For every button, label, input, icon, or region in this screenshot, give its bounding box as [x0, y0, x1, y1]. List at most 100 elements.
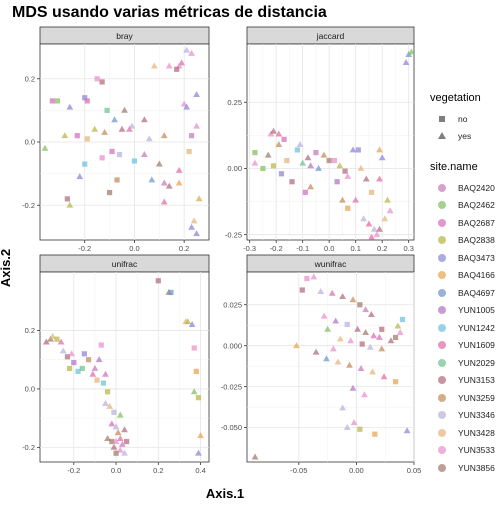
dot-marker-icon	[436, 270, 450, 280]
data-point	[380, 373, 388, 380]
data-point	[74, 133, 80, 139]
data-point	[64, 196, 70, 202]
data-point	[252, 149, 258, 156]
data-point	[109, 438, 115, 445]
legend-item-site: YUN3533	[430, 442, 504, 460]
legend-label: no	[458, 113, 468, 124]
data-point	[195, 195, 203, 202]
legend-item-site: YUN3153	[430, 372, 504, 390]
data-point	[304, 275, 310, 282]
data-point	[91, 364, 99, 371]
legend-label: BAQ4166	[458, 270, 495, 281]
data-point	[357, 302, 363, 308]
y-tick-label: 0.2	[25, 74, 35, 83]
data-point	[332, 317, 340, 324]
x-tick-label: -0.05	[290, 466, 307, 475]
data-point	[396, 329, 404, 336]
legend-item-yes: yes	[430, 128, 504, 146]
x-tick-label: -0.3	[243, 244, 256, 253]
legend-item-site: BAQ2687	[430, 214, 504, 232]
dot-marker-icon	[436, 183, 450, 193]
data-point	[94, 377, 100, 383]
legend-item-site: YUN1005	[430, 302, 504, 320]
legend-item-site: BAQ3473	[430, 249, 504, 267]
y-tick-label: 0.000	[223, 341, 242, 350]
x-tick-label: 0.2	[153, 466, 163, 475]
y-tick-label: 0.00	[227, 164, 242, 173]
data-point	[339, 196, 346, 203]
data-point	[160, 132, 168, 139]
square-marker-icon	[436, 114, 450, 124]
dot-marker-icon	[436, 323, 450, 333]
data-point	[188, 49, 196, 56]
y-axis-title: Axis.2	[0, 249, 13, 287]
data-point	[54, 336, 60, 342]
data-point	[352, 196, 360, 203]
data-point	[82, 95, 88, 101]
legend-item-site: BAQ2838	[430, 232, 504, 250]
legend-label: BAQ2687	[458, 217, 495, 228]
data-point	[339, 292, 346, 299]
data-point	[275, 130, 283, 137]
legend-item-site: YUN3428	[430, 424, 504, 442]
data-point	[193, 90, 200, 97]
data-point	[99, 79, 105, 85]
legend-item-site: YUN3856	[430, 459, 504, 477]
dot-marker-icon	[436, 253, 450, 263]
x-tick-label: -0.2	[67, 466, 80, 475]
data-point	[379, 326, 385, 332]
data-point	[370, 332, 378, 339]
data-point	[281, 136, 287, 142]
data-point	[349, 384, 357, 391]
legend-label: YUN3153	[458, 375, 495, 386]
data-point	[369, 368, 376, 375]
data-point	[307, 162, 315, 169]
data-point	[407, 48, 415, 55]
data-point	[121, 426, 128, 433]
data-point	[350, 419, 358, 426]
site-legend-list: BAQ2420 BAQ2462 BAQ2687 BAQ2838 BAQ3473 BAQ41…	[430, 179, 504, 477]
data-point	[114, 177, 120, 183]
legend-item-site: YUN1609	[430, 337, 504, 355]
x-tick-label: 0.4	[195, 466, 205, 475]
data-point	[359, 341, 365, 347]
data-point	[112, 423, 120, 430]
data-point	[386, 207, 394, 214]
data-point	[183, 46, 191, 53]
legend: vegetation no yes site.name BAQ2420 BAQ24…	[430, 92, 504, 477]
facets-group: bray -0.2 0.0 0.2 -0.2 0.0 0.2 jaccard -0.3 -0.2 -…	[22, 26, 421, 475]
data-point	[296, 141, 304, 148]
y-tick-label: -0.2	[22, 201, 35, 210]
data-point	[174, 66, 180, 72]
data-point	[99, 155, 105, 161]
data-point	[84, 98, 90, 104]
data-point	[121, 449, 128, 456]
data-point	[116, 435, 124, 442]
data-point	[355, 147, 361, 153]
data-point	[315, 164, 322, 171]
legend-item-site: BAQ4697	[430, 284, 504, 302]
data-point	[349, 296, 357, 303]
data-point	[128, 122, 136, 129]
data-point	[108, 420, 116, 427]
data-point	[118, 440, 126, 447]
data-point	[399, 316, 406, 323]
data-point	[313, 149, 319, 156]
data-point	[64, 354, 71, 360]
data-point	[102, 370, 109, 377]
data-point	[367, 310, 375, 317]
data-point	[140, 151, 148, 158]
legend-label: YUN1242	[458, 322, 495, 333]
data-point	[394, 322, 402, 329]
data-point	[188, 223, 196, 230]
triangle-marker-icon	[436, 131, 450, 141]
data-point	[98, 342, 104, 348]
data-point	[106, 402, 114, 409]
data-point	[54, 98, 60, 104]
data-point	[95, 356, 103, 363]
data-point	[195, 449, 202, 456]
data-point	[89, 370, 97, 377]
dot-marker-icon	[436, 410, 450, 420]
data-point	[320, 312, 328, 319]
data-point	[168, 289, 174, 296]
